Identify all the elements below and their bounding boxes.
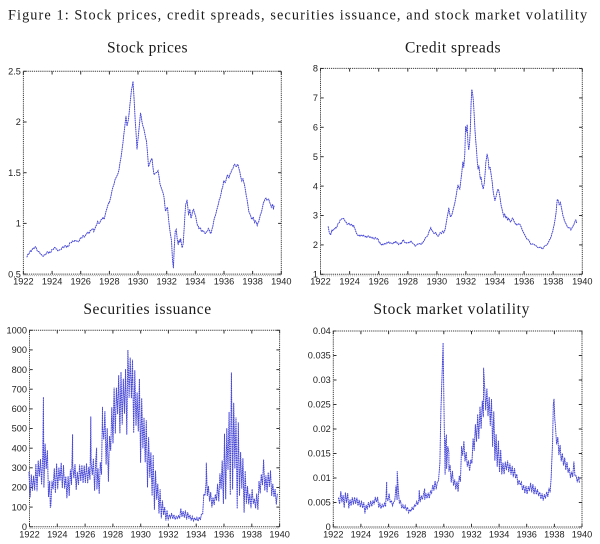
svg-text:1938: 1938 [543,277,563,287]
svg-text:1936: 1936 [516,529,536,539]
svg-text:2: 2 [313,240,318,250]
svg-text:1922: 1922 [13,277,33,287]
svg-text:1922: 1922 [310,277,330,287]
svg-text:100: 100 [12,502,27,512]
svg-text:5: 5 [313,152,318,162]
svg-text:0.04: 0.04 [313,326,331,336]
svg-text:800: 800 [12,365,27,375]
svg-text:1924: 1924 [351,529,371,539]
svg-text:900: 900 [12,345,27,355]
svg-text:1936: 1936 [214,277,234,287]
svg-text:0.005: 0.005 [308,498,331,508]
svg-text:1930: 1930 [427,277,447,287]
svg-text:500: 500 [12,424,27,434]
svg-text:1940: 1940 [269,529,289,539]
svg-text:0.02: 0.02 [313,424,331,434]
svg-text:400: 400 [12,443,27,453]
svg-text:1930: 1930 [130,529,150,539]
svg-text:1932: 1932 [156,277,176,287]
svg-text:1932: 1932 [158,529,178,539]
svg-text:1938: 1938 [242,529,262,539]
svg-text:600: 600 [12,404,27,414]
svg-text:2: 2 [16,117,21,127]
svg-text:4: 4 [313,181,318,191]
svg-text:1936: 1936 [214,529,234,539]
svg-text:1934: 1934 [489,529,509,539]
svg-text:1932: 1932 [461,529,481,539]
svg-text:0: 0 [326,522,331,532]
svg-text:Stock market volatility: Stock market volatility [373,301,530,318]
svg-text:1926: 1926 [70,277,90,287]
svg-text:0.035: 0.035 [308,351,331,361]
svg-text:1924: 1924 [42,277,62,287]
svg-text:0.5: 0.5 [8,269,21,279]
svg-text:700: 700 [12,384,27,394]
svg-text:1928: 1928 [103,529,123,539]
svg-text:1: 1 [16,219,21,229]
svg-text:7: 7 [313,93,318,103]
svg-text:1934: 1934 [485,277,505,287]
svg-text:1924: 1924 [339,277,359,287]
svg-text:0.03: 0.03 [313,375,331,385]
svg-text:200: 200 [12,483,27,493]
svg-text:1928: 1928 [398,277,418,287]
svg-text:1940: 1940 [572,277,592,287]
svg-text:1938: 1938 [242,277,262,287]
svg-text:1936: 1936 [514,277,534,287]
svg-text:1938: 1938 [544,529,564,539]
svg-text:0.01: 0.01 [313,473,331,483]
svg-text:1930: 1930 [434,529,454,539]
svg-text:1940: 1940 [572,529,592,539]
svg-text:2.5: 2.5 [8,67,21,77]
svg-text:0: 0 [22,522,27,532]
svg-text:1928: 1928 [99,277,119,287]
svg-text:1934: 1934 [186,529,206,539]
svg-text:1922: 1922 [323,529,343,539]
svg-text:Figure 1: Stock prices, credit: Figure 1: Stock prices, credit spreads, … [8,8,588,24]
svg-text:1926: 1926 [378,529,398,539]
svg-text:0.025: 0.025 [308,400,331,410]
svg-text:1: 1 [313,270,318,280]
svg-text:Credit spreads: Credit spreads [405,40,501,57]
svg-text:8: 8 [313,64,318,74]
svg-text:6: 6 [313,123,318,133]
svg-text:1924: 1924 [47,529,67,539]
svg-text:1934: 1934 [185,277,205,287]
svg-text:1932: 1932 [456,277,476,287]
svg-text:1000: 1000 [7,326,27,336]
svg-text:Stock prices: Stock prices [107,40,188,57]
svg-text:1926: 1926 [368,277,388,287]
svg-text:1926: 1926 [75,529,95,539]
svg-text:1.5: 1.5 [8,168,21,178]
svg-text:0.015: 0.015 [308,449,331,459]
svg-text:1940: 1940 [271,277,291,287]
svg-text:300: 300 [12,463,27,473]
svg-text:1928: 1928 [406,529,426,539]
svg-text:Securities issuance: Securities issuance [83,301,211,318]
svg-text:3: 3 [313,211,318,221]
svg-text:1922: 1922 [19,529,39,539]
svg-text:1930: 1930 [128,277,148,287]
